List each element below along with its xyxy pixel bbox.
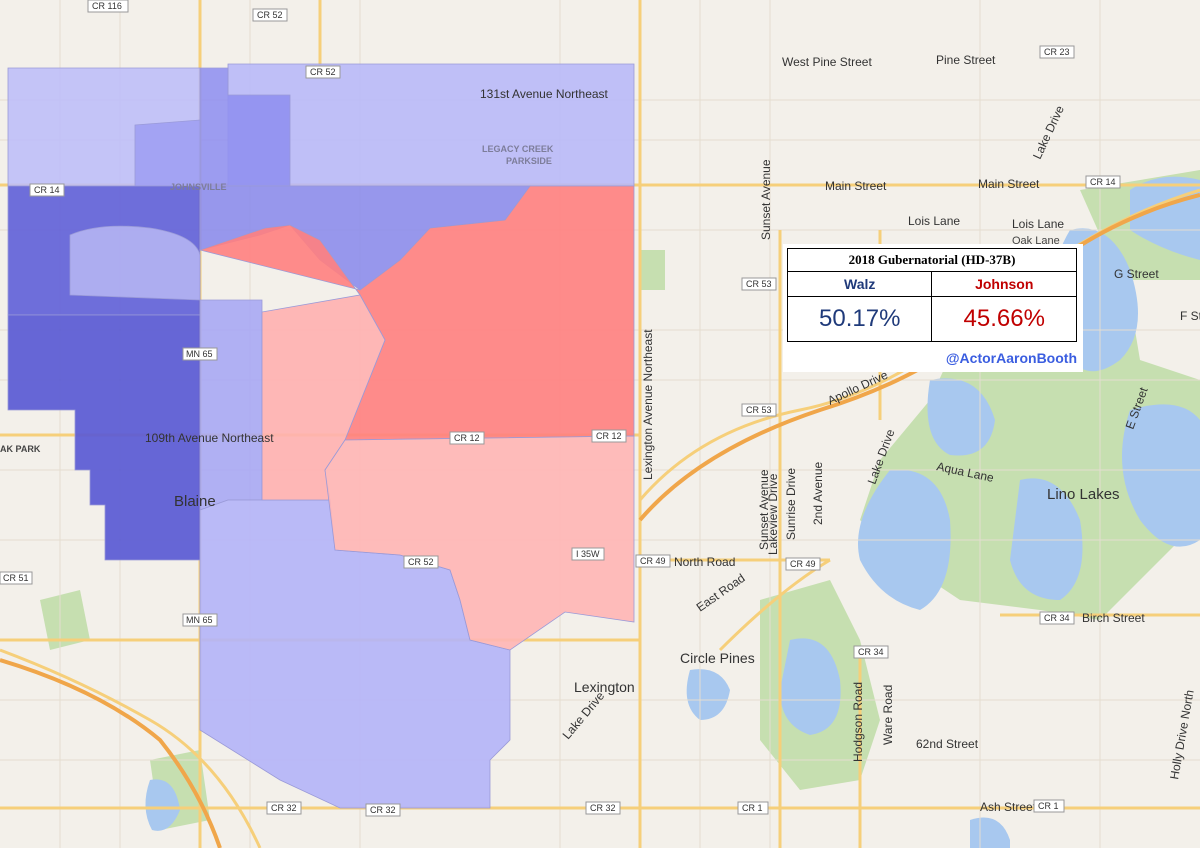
candidate-percent-johnson: 45.66% — [931, 296, 1077, 342]
credit-label: @ActorAaronBooth — [945, 350, 1077, 366]
place-label-circle-pines: Circle Pines — [680, 650, 755, 666]
street-label: 62nd Street — [916, 737, 979, 751]
street-label: G Street — [1114, 267, 1159, 281]
street-label: Sunrise Drive — [784, 468, 798, 540]
candidate-name-walz: Walz — [786, 271, 933, 297]
svg-text:CR 12: CR 12 — [454, 433, 480, 443]
svg-text:CR 34: CR 34 — [1044, 613, 1070, 623]
road-shield: CR 49 — [785, 557, 821, 571]
road-shield: CR 53 — [741, 277, 777, 291]
results-box: 2018 Gubernatorial (HD-37B) Walz Johnson… — [783, 244, 1083, 372]
svg-text:CR 53: CR 53 — [746, 279, 772, 289]
street-label: F Street — [1180, 309, 1200, 323]
place-label-blaine: Blaine — [174, 493, 216, 510]
place-label-johnsville: JOHNSVILLE — [170, 182, 227, 192]
street-label: 109th Avenue Northeast — [145, 431, 274, 445]
road-shield: CR 49 — [635, 554, 671, 568]
road-shield: MN 65 — [182, 613, 218, 627]
svg-text:CR 116: CR 116 — [92, 1, 122, 11]
road-shield: CR 1 — [1033, 799, 1065, 813]
road-shield: CR 32 — [585, 801, 621, 815]
road-shield: CR 12 — [591, 429, 627, 443]
svg-text:MN 65: MN 65 — [186, 615, 213, 625]
precinct-red-light-south — [324, 435, 635, 651]
road-shield: CR 116 — [87, 0, 129, 13]
precinct-center-blue — [199, 299, 263, 511]
svg-text:CR 49: CR 49 — [640, 556, 666, 566]
svg-text:CR 52: CR 52 — [257, 10, 283, 20]
place-label-oak-park: AK PARK — [0, 444, 41, 454]
results-table: 2018 Gubernatorial (HD-37B) Walz Johnson… — [786, 248, 1077, 342]
street-label: Main Street — [978, 177, 1040, 191]
svg-text:CR 12: CR 12 — [596, 431, 622, 441]
svg-text:CR 32: CR 32 — [590, 803, 616, 813]
precinct-mid-north-2 — [134, 119, 201, 187]
street-label: Ash Street — [980, 800, 1037, 814]
road-shield: CR 53 — [741, 403, 777, 417]
place-label-lexington: Lexington — [574, 679, 635, 695]
place-label-lino-lakes: Lino Lakes — [1047, 486, 1120, 503]
svg-text:CR 52: CR 52 — [310, 67, 336, 77]
road-shield: CR 23 — [1039, 45, 1075, 59]
svg-text:I 35W: I 35W — [576, 549, 600, 559]
street-label: Ware Road — [881, 685, 895, 745]
street-label: Main Street — [825, 179, 887, 193]
road-shield: CR 52 — [305, 65, 341, 79]
svg-text:CR 34: CR 34 — [858, 647, 884, 657]
street-label: Pine Street — [936, 53, 996, 67]
street-label: Birch Street — [1082, 611, 1145, 625]
street-label: Sunset Avenue — [757, 469, 771, 550]
street-label: Lois Lane — [908, 214, 960, 228]
svg-text:CR 14: CR 14 — [34, 185, 60, 195]
road-shields: CR 116 CR 52 CR 52 CR 23 CR 14 CR 14 CR … — [0, 0, 1121, 817]
street-label: Sunset Avenue — [759, 159, 773, 240]
svg-text:CR 1: CR 1 — [1038, 801, 1059, 811]
road-shield: CR 51 — [0, 571, 33, 585]
place-label-legacy-creek: LEGACY CREEK — [482, 144, 554, 154]
road-shield: MN 65 — [182, 347, 218, 361]
road-shield: CR 34 — [1039, 611, 1075, 625]
street-label: 131st Avenue Northeast — [480, 87, 609, 101]
svg-text:CR 32: CR 32 — [271, 803, 297, 813]
street-label: Hodgson Road — [851, 682, 865, 762]
street-label: 2nd Avenue — [811, 461, 825, 525]
svg-text:CR 53: CR 53 — [746, 405, 772, 415]
place-labels: Blaine Lexington Circle Pines Lino Lakes… — [0, 144, 1120, 695]
street-label: West Pine Street — [782, 55, 872, 69]
svg-text:CR 32: CR 32 — [370, 805, 396, 815]
road-shield: CR 34 — [853, 645, 889, 659]
place-label-parkside: PARKSIDE — [506, 156, 552, 166]
svg-text:CR 23: CR 23 — [1044, 47, 1070, 57]
street-label: Lois Lane — [1012, 217, 1064, 231]
street-label: North Road — [674, 555, 735, 569]
road-shield: CR 52 — [252, 8, 288, 22]
road-shield: CR 32 — [266, 801, 302, 815]
candidate-percent-walz: 50.17% — [786, 296, 933, 342]
street-label: Lexington Avenue Northeast — [641, 329, 655, 480]
svg-text:CR 1: CR 1 — [742, 803, 763, 813]
street-label: Lakeview Drive — [766, 473, 780, 555]
svg-text:CR 14: CR 14 — [1090, 177, 1116, 187]
road-shield: CR 52 — [403, 555, 439, 569]
svg-text:CR 52: CR 52 — [408, 557, 434, 567]
road-shield: CR 14 — [1085, 175, 1121, 189]
svg-text:CR 49: CR 49 — [790, 559, 816, 569]
road-shield: CR 32 — [365, 803, 401, 817]
candidate-name-johnson: Johnson — [931, 271, 1077, 297]
road-shield: I 35W — [571, 547, 605, 561]
road-shield: CR 14 — [29, 183, 65, 197]
svg-text:CR 51: CR 51 — [3, 573, 29, 583]
precinct-west-hole — [69, 225, 201, 301]
precinct-shading — [7, 63, 635, 809]
results-title: 2018 Gubernatorial (HD-37B) — [787, 248, 1077, 272]
svg-text:MN 65: MN 65 — [186, 349, 213, 359]
road-shield: CR 12 — [449, 431, 485, 445]
road-shield: CR 1 — [737, 801, 769, 815]
